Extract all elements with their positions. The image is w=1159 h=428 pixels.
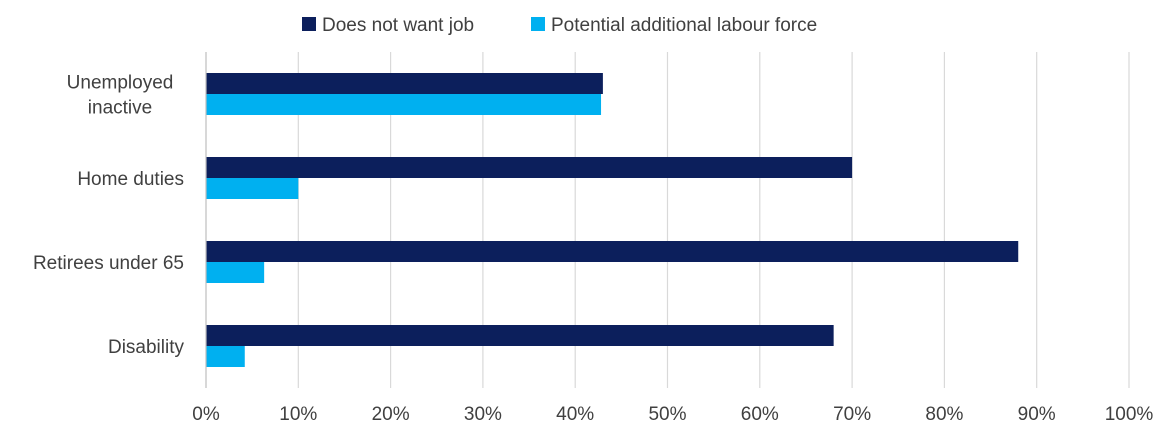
x-tick-label: 0% [192, 404, 220, 425]
category-label: Home duties [77, 169, 184, 190]
legend-label-2: Potential additional labour force [551, 15, 817, 36]
bar-does-not-want-job [206, 73, 603, 94]
legend-label-1: Does not want job [322, 15, 474, 36]
bars [206, 73, 1019, 367]
bar-potential-labour-force [206, 346, 245, 367]
category-label: Disability [108, 337, 185, 358]
x-tick-label: 90% [1018, 404, 1056, 425]
x-tick-label: 20% [372, 404, 410, 425]
bar-potential-labour-force [206, 94, 602, 115]
bar-potential-labour-force [206, 178, 299, 199]
x-tick-label: 50% [648, 404, 686, 425]
bar-potential-labour-force [206, 262, 265, 283]
category-label: Retirees under 65 [33, 253, 184, 274]
x-tick-label: 60% [741, 404, 779, 425]
legend-swatch-2 [531, 17, 545, 31]
x-tick-label: 40% [556, 404, 594, 425]
bar-does-not-want-job [206, 325, 834, 346]
x-tick-label: 30% [464, 404, 502, 425]
bar-does-not-want-job [206, 157, 853, 178]
x-tick-label: 80% [925, 404, 963, 425]
legend: Does not want job Potential additional la… [302, 15, 817, 36]
category-label: Unemployed [67, 73, 174, 94]
x-tick-label: 70% [833, 404, 871, 425]
legend-swatch-1 [302, 17, 316, 31]
x-tick-label: 100% [1105, 404, 1154, 425]
category-labels: Unemployed inactive Home duties Retirees un… [33, 73, 185, 359]
x-tick-label: 10% [279, 404, 317, 425]
x-tick-labels: 0% 10% 20% 30% 40% 50% 60% 70% 80% 90% 100% [192, 404, 1153, 425]
bar-does-not-want-job [206, 241, 1019, 262]
category-label: inactive [88, 98, 152, 119]
